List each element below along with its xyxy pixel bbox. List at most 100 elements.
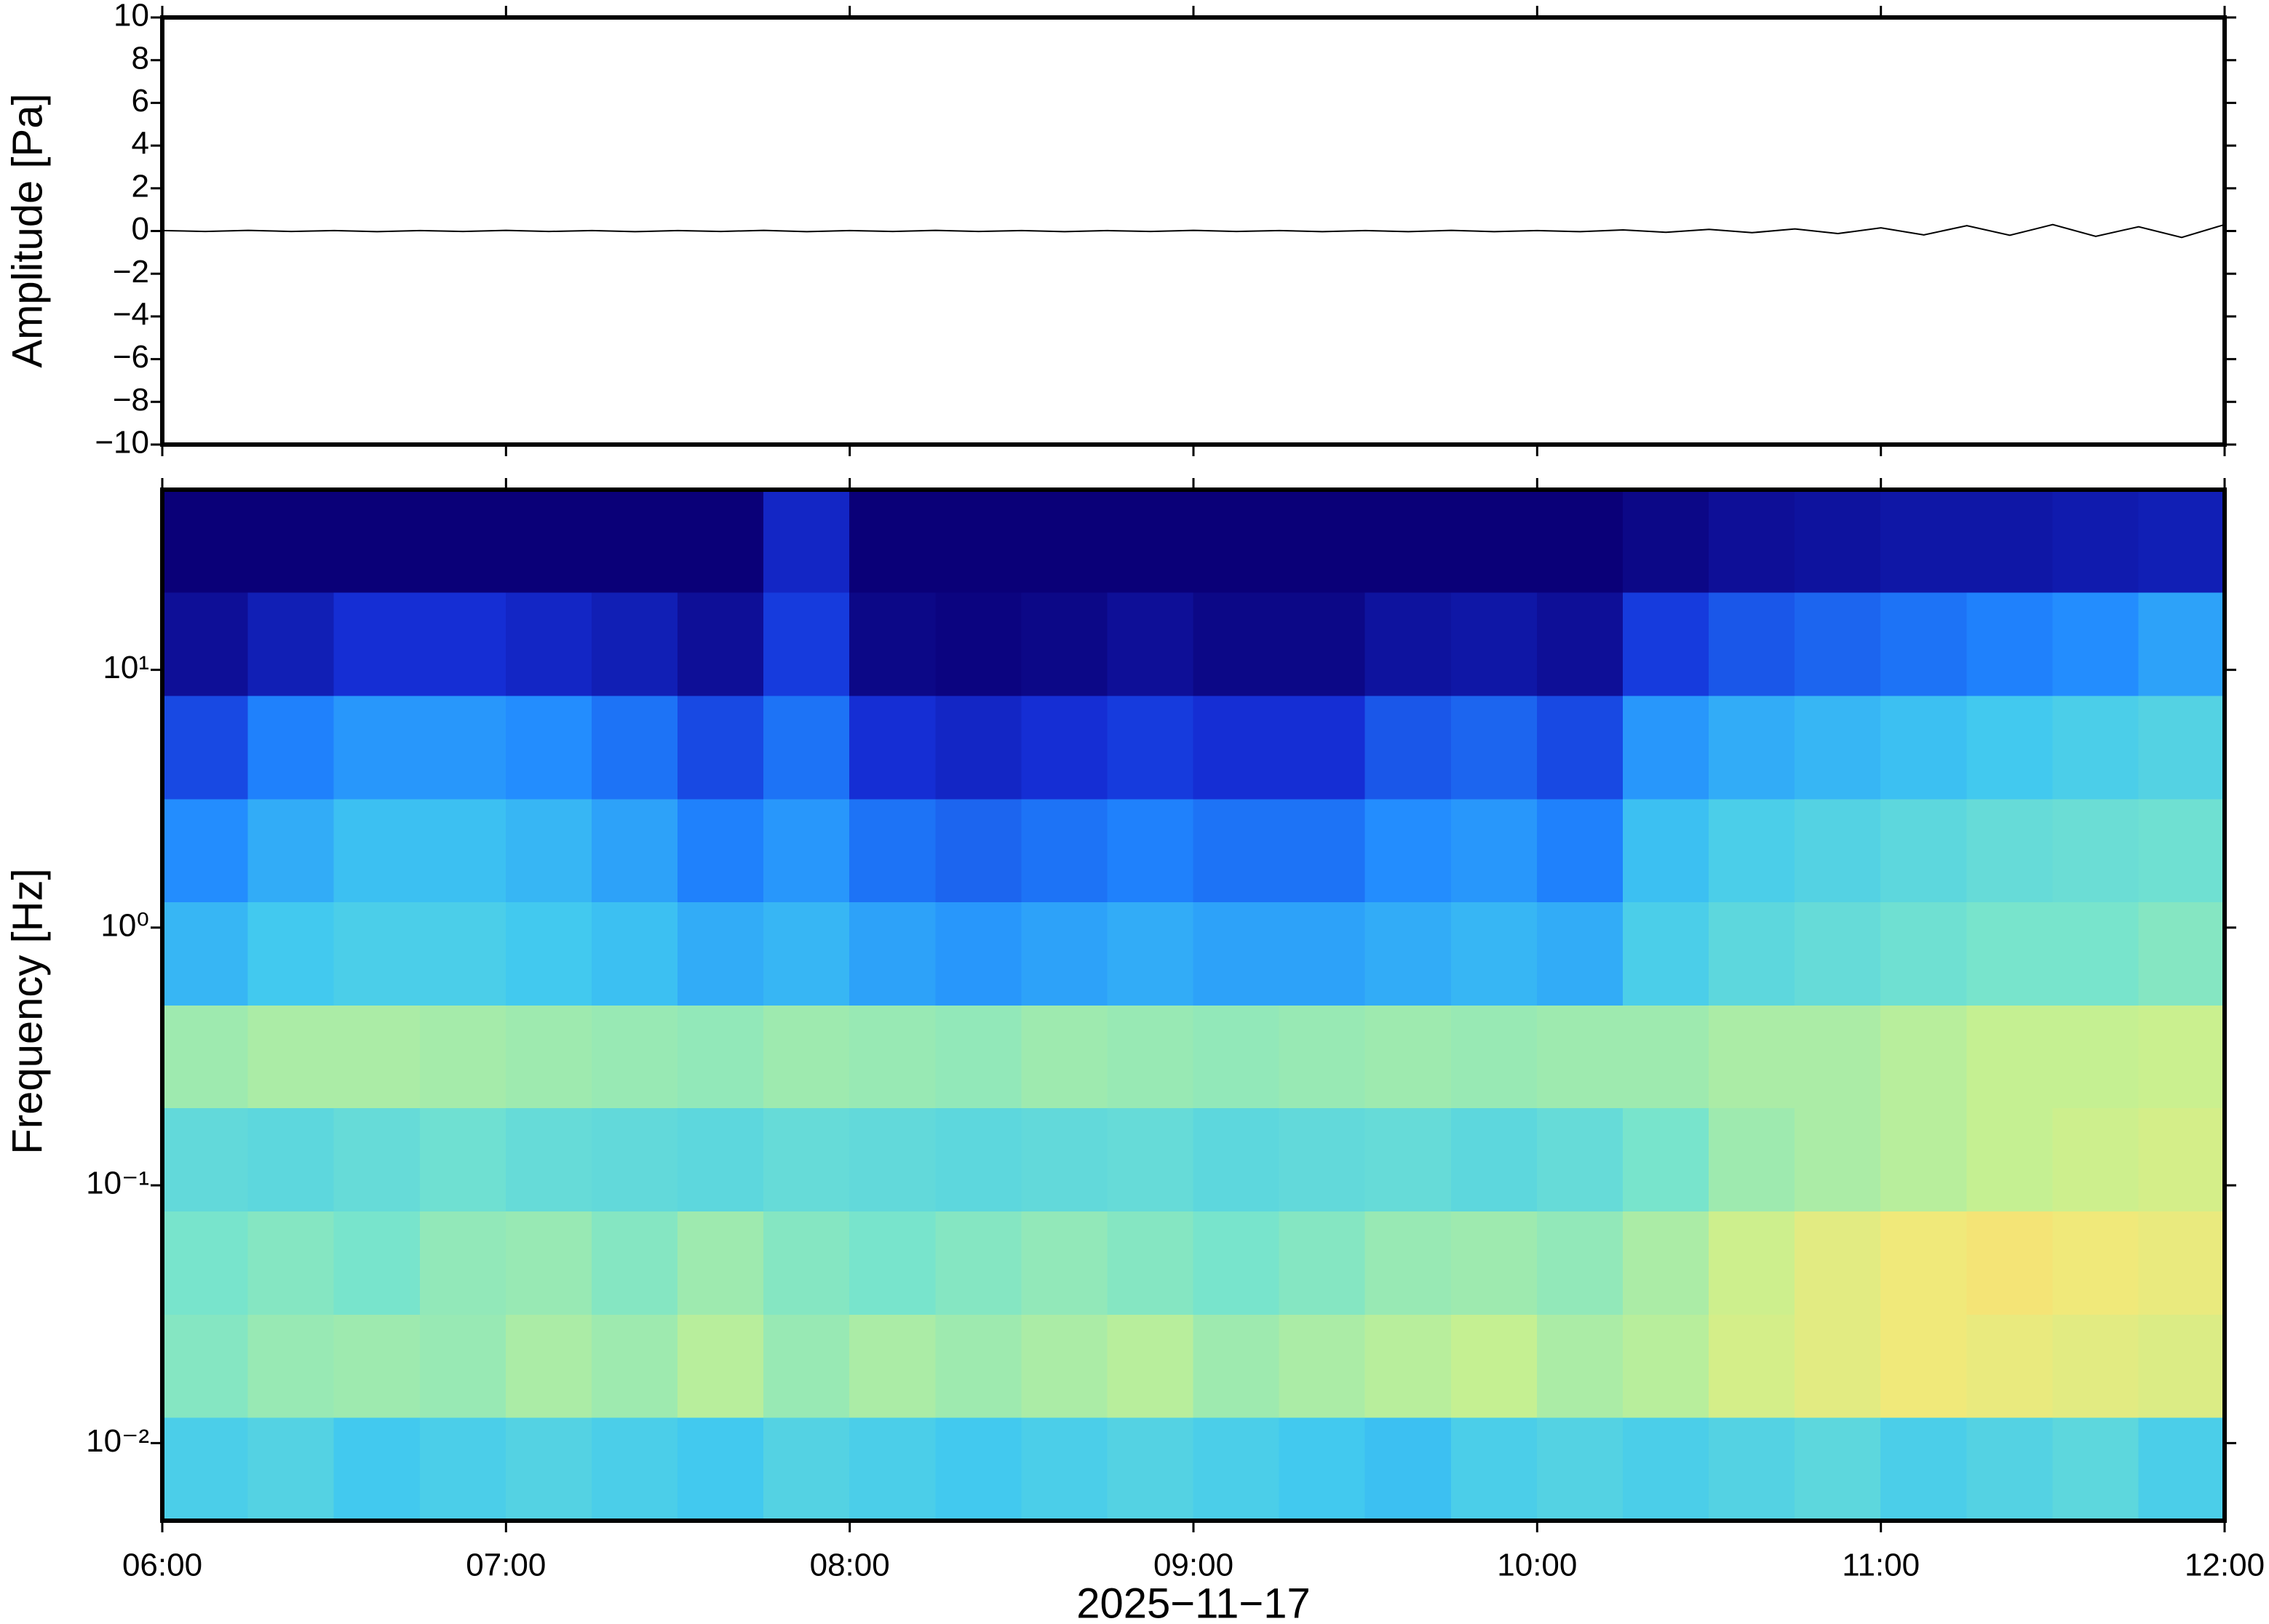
y-tick-label: 10 xyxy=(114,0,149,33)
heatmap-cell xyxy=(1021,592,1108,696)
heatmap-cell xyxy=(1795,489,1882,593)
heatmap-cell xyxy=(505,1417,592,1521)
heatmap-cell xyxy=(849,695,937,800)
heatmap-cell xyxy=(505,592,592,696)
heatmap-cell xyxy=(1107,1211,1194,1315)
heatmap-cell xyxy=(1880,1107,1968,1212)
heatmap-cell xyxy=(1795,695,1882,800)
heatmap-cell xyxy=(849,901,937,1006)
heatmap-cell xyxy=(677,1417,765,1521)
heatmap-cell xyxy=(1193,901,1280,1006)
heatmap-cell xyxy=(419,901,506,1006)
heatmap-cell xyxy=(1966,1313,2054,1418)
y-tick-label: 10⁰ xyxy=(100,907,149,943)
heatmap-cell xyxy=(1536,1417,1624,1521)
waveform xyxy=(162,223,2225,239)
heatmap-cell xyxy=(2052,1005,2139,1108)
heatmap-cell xyxy=(677,592,765,696)
x-tick-label: 07:00 xyxy=(466,1548,546,1583)
heatmap-cell xyxy=(1536,1313,1624,1418)
heatmap-cell xyxy=(1193,1211,1280,1315)
heatmap-cell xyxy=(935,592,1022,696)
heatmap-cell xyxy=(419,1211,506,1315)
heatmap-cell xyxy=(162,1005,249,1108)
heatmap-cell xyxy=(2138,489,2225,593)
heatmap-cell xyxy=(935,695,1022,800)
heatmap-cell xyxy=(1364,592,1452,696)
heatmap-cell xyxy=(1364,695,1452,800)
heatmap-cell xyxy=(1021,1313,1108,1418)
heatmap-cell xyxy=(247,901,335,1006)
heatmap-cell xyxy=(1966,1211,2054,1315)
heatmap-cell xyxy=(1880,1313,1968,1418)
heatmap-cell xyxy=(1450,901,1538,1006)
heatmap-cell xyxy=(419,798,506,902)
heatmap-cell xyxy=(591,901,679,1006)
heatmap-cell xyxy=(677,1211,765,1315)
heatmap-cell xyxy=(1193,1107,1280,1212)
heatmap-cell xyxy=(1021,1107,1108,1212)
heatmap-cell xyxy=(333,1005,421,1108)
heatmap-cell xyxy=(1966,798,2054,902)
y-tick-label: 10⁻² xyxy=(86,1423,149,1459)
heatmap-cell xyxy=(2052,695,2139,800)
heatmap-cell xyxy=(1193,592,1280,696)
heatmap-cell xyxy=(1450,1211,1538,1315)
heatmap-cell xyxy=(1279,489,1366,593)
heatmap-cell xyxy=(1622,1211,1710,1315)
heatmap-cell xyxy=(2138,695,2225,800)
heatmap-cell xyxy=(505,1005,592,1108)
heatmap-cell xyxy=(333,1313,421,1418)
heatmap-cell xyxy=(1880,592,1968,696)
heatmap-cell xyxy=(1279,1417,1366,1521)
x-tick-label: 11:00 xyxy=(1842,1548,1920,1583)
heatmap-cell xyxy=(1279,1313,1366,1418)
heatmap-cell xyxy=(1622,798,1710,902)
heatmap-cell xyxy=(1795,1313,1882,1418)
heatmap-cell xyxy=(591,1211,679,1315)
heatmap-cell xyxy=(162,1107,249,1212)
heatmap-cell xyxy=(2052,1313,2139,1418)
heatmap-cell xyxy=(1279,592,1366,696)
heatmap-cell xyxy=(935,1211,1022,1315)
heatmap-cell xyxy=(763,695,851,800)
heatmap-cell xyxy=(591,592,679,696)
heatmap-cell xyxy=(1193,1417,1280,1521)
heatmap-cell xyxy=(763,1313,851,1418)
heatmap-cell xyxy=(849,1417,937,1521)
heatmap-cell xyxy=(1450,695,1538,800)
heatmap-cell xyxy=(763,489,851,593)
heatmap-cell xyxy=(935,489,1022,593)
heatmap-cell xyxy=(505,1313,592,1418)
y-tick-label: 0 xyxy=(132,211,149,247)
x-tick-label: 09:00 xyxy=(1153,1548,1233,1583)
heatmap-cell xyxy=(849,798,937,902)
heatmap-cell xyxy=(1536,1211,1624,1315)
heatmap-cell xyxy=(162,592,249,696)
heatmap-cell xyxy=(1193,695,1280,800)
y-axis-label: Amplitude [Pa] xyxy=(4,93,51,367)
heatmap-cell xyxy=(1880,1005,1968,1108)
heatmap-cell xyxy=(1709,489,1796,593)
heatmap-cell xyxy=(849,592,937,696)
heatmap-cell xyxy=(1966,489,2054,593)
heatmap-cell xyxy=(333,489,421,593)
heatmap-cell xyxy=(1536,1005,1624,1108)
heatmap-cell xyxy=(935,1005,1022,1108)
heatmap-cell xyxy=(1021,901,1108,1006)
heatmap-cell xyxy=(2138,1313,2225,1418)
heatmap-cell xyxy=(1279,1107,1366,1212)
heatmap-cell xyxy=(849,1211,937,1315)
heatmap-cell xyxy=(1279,1005,1366,1108)
heatmap-cell xyxy=(677,798,765,902)
heatmap-cell xyxy=(677,1107,765,1212)
heatmap-cell xyxy=(333,1417,421,1521)
heatmap-cell xyxy=(2138,798,2225,902)
heatmap-cell xyxy=(935,798,1022,902)
heatmap-cell xyxy=(2052,1211,2139,1315)
heatmap-cell xyxy=(2138,1107,2225,1212)
heatmap-cell xyxy=(1450,592,1538,696)
heatmap-cell xyxy=(1795,1211,1882,1315)
heatmap-cell xyxy=(247,695,335,800)
heatmap-cell xyxy=(1450,1313,1538,1418)
